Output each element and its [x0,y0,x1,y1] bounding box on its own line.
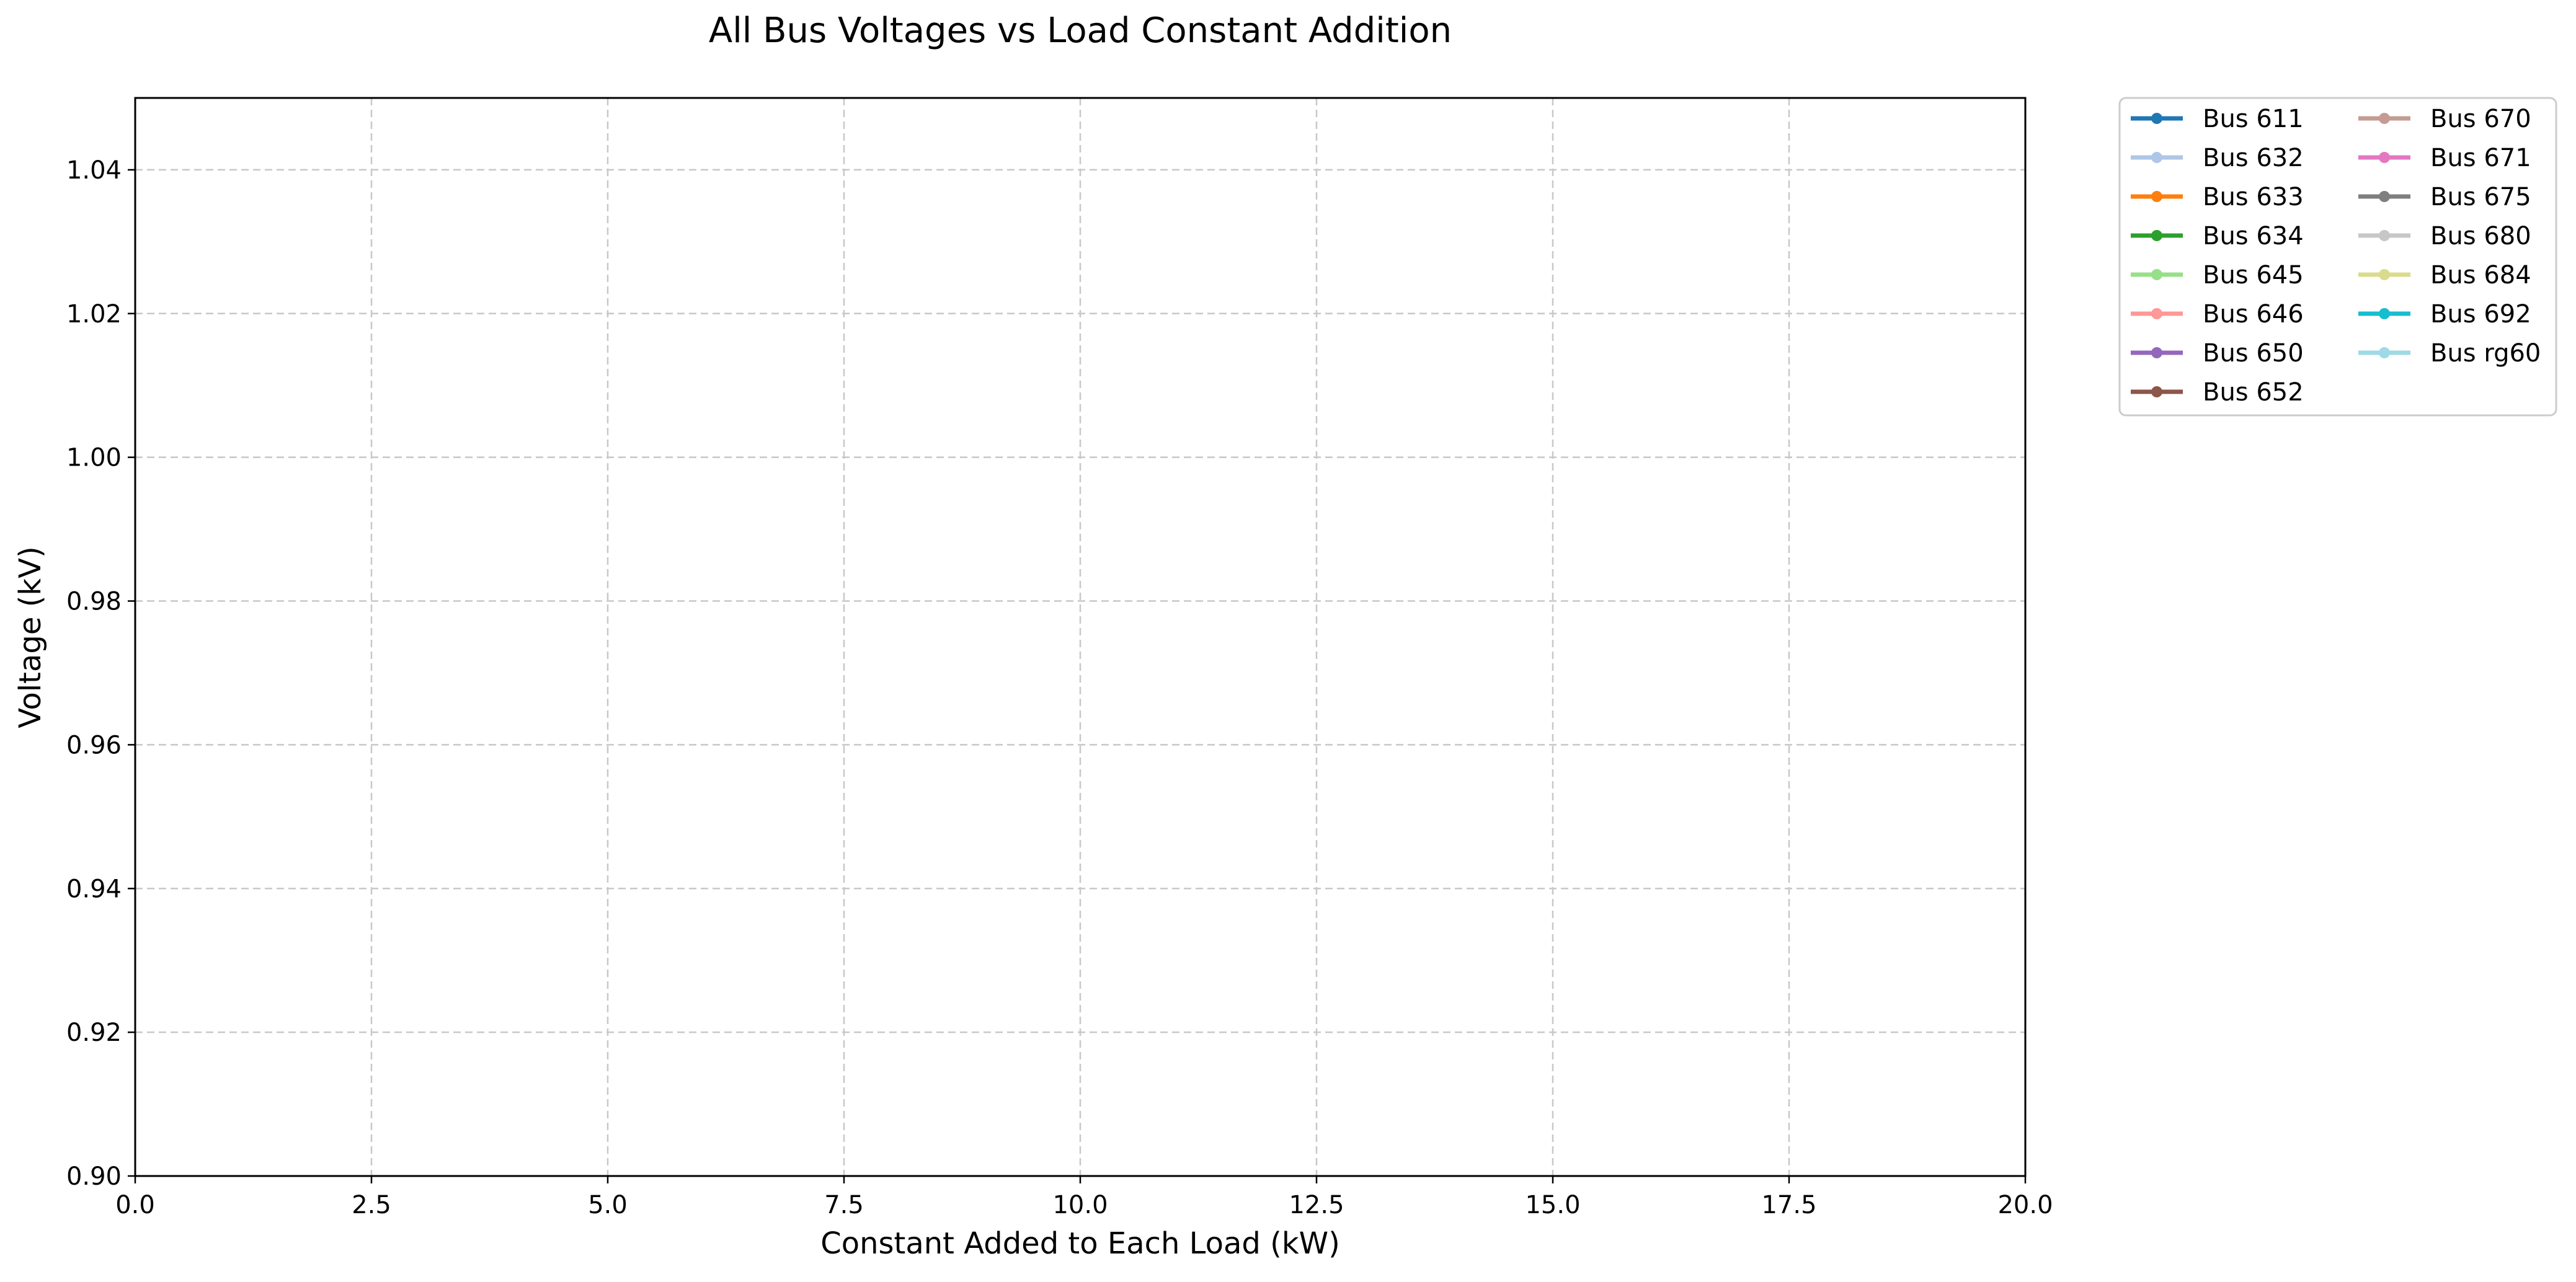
legend-item: Bus 652 [2131,378,2304,407]
legend-swatch-marker [2151,230,2162,241]
legend-swatch-marker [2379,152,2390,163]
y-tick-label: 0.92 [66,1019,122,1047]
legend-swatch-marker [2379,113,2390,124]
legend-item: Bus 650 [2131,339,2304,368]
legend-swatch-marker [2379,347,2390,358]
y-tick-label: 0.90 [66,1162,122,1191]
legend-item: Bus 675 [2358,183,2531,211]
y-tick-label: 0.98 [66,588,122,616]
y-tick-label: 0.94 [66,875,122,903]
x-axis: 0.0 2.5 5.0 7.5 10.0 12.5 15.0 17.5 20.0 [115,1176,2053,1219]
chart-title: All Bus Voltages vs Load Constant Additi… [709,11,1452,51]
legend-swatch-marker [2151,308,2162,319]
x-tick-label: 10.0 [1052,1191,1108,1219]
x-axis-label: Constant Added to Each Load (kW) [820,1226,1340,1261]
legend-swatch-marker [2379,230,2390,241]
legend-swatch-marker [2151,347,2162,358]
legend-label: Bus 645 [2203,261,2304,290]
legend-label: Bus 611 [2203,105,2304,133]
x-tick-label: 20.0 [1997,1191,2053,1219]
y-tick-label: 1.04 [66,156,122,185]
legend-swatch-marker [2151,386,2162,397]
legend-item: Bus 633 [2131,183,2304,211]
legend-item: Bus 684 [2358,261,2531,290]
legend-label: Bus 671 [2430,144,2531,172]
y-tick-label: 1.00 [66,444,122,472]
y-axis: 0.90 0.92 0.94 0.96 0.98 1.00 1.02 1.04 [66,156,135,1191]
x-tick-label: 12.5 [1289,1191,1344,1219]
legend-item: Bus 634 [2131,222,2304,250]
legend-swatch-marker [2151,191,2162,202]
legend-swatch-marker [2379,308,2390,319]
x-tick-label: 15.0 [1525,1191,1580,1219]
legend-swatch-marker [2379,191,2390,202]
legend-item: Bus 670 [2358,105,2531,133]
grid-layer [134,98,2027,1177]
legend-item: Bus 671 [2358,144,2531,172]
legend-label: Bus 632 [2203,144,2304,172]
x-tick-label: 7.5 [824,1191,864,1219]
legend-label: Bus 650 [2203,339,2304,368]
plot-area-frame [134,97,2027,1177]
legend-label: Bus 633 [2203,183,2304,211]
legend-item: Bus 680 [2358,222,2531,250]
y-tick-label: 0.96 [66,731,122,759]
legend-label: Bus 684 [2430,261,2531,290]
legend-item: Bus 611 [2131,105,2304,133]
legend-label: Bus 670 [2430,105,2531,133]
legend-label: Bus rg60 [2430,339,2541,368]
legend-item: Bus 645 [2131,261,2304,290]
legend-item: Bus rg60 [2358,339,2541,368]
x-tick-label: 0.0 [115,1191,155,1219]
x-tick-label: 17.5 [1761,1191,1816,1219]
legend-label: Bus 680 [2430,222,2531,250]
legend-box [2118,97,2557,417]
legend-label: Bus 675 [2430,183,2531,211]
y-axis-label: Voltage (kV) [13,546,48,728]
legend-label: Bus 652 [2203,378,2304,407]
legend-swatch-marker [2151,269,2162,280]
y-tick-label: 1.02 [66,300,122,329]
legend-label: Bus 634 [2203,222,2304,250]
legend-item: Bus 632 [2131,144,2304,172]
legend-swatch-marker [2151,152,2162,163]
legend-swatch-marker [2379,269,2390,280]
x-tick-label: 5.0 [588,1191,628,1219]
legend: Bus 611 Bus 632 Bus 633 Bus 634 Bus 645 Bus 6… [2118,97,2557,417]
x-tick-label: 2.5 [352,1191,391,1219]
legend-label: Bus 646 [2203,300,2304,329]
legend-label: Bus 692 [2430,300,2531,329]
legend-items: Bus 611 Bus 632 Bus 633 Bus 634 Bus 645 Bus 6… [2131,105,2541,407]
legend-swatch-marker [2151,113,2162,124]
legend-item: Bus 692 [2358,300,2531,329]
legend-item: Bus 646 [2131,300,2304,329]
